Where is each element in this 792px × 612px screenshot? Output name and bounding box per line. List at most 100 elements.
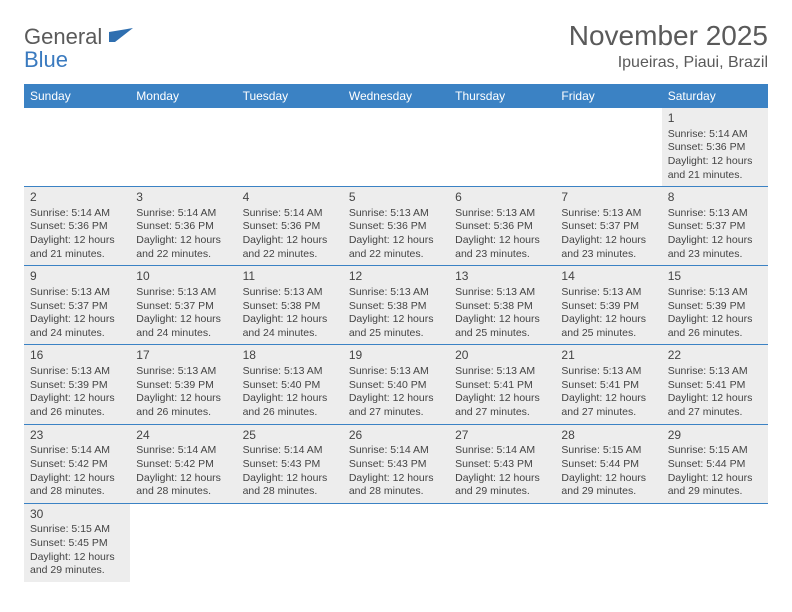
day-number: 2 [30, 190, 124, 206]
day-number: 9 [30, 269, 124, 285]
sunrise-line: Sunrise: 5:14 AM [243, 444, 337, 458]
day-number: 14 [561, 269, 655, 285]
logo-text-block: General Blue [24, 26, 135, 72]
sunrise-line: Sunrise: 5:14 AM [243, 207, 337, 221]
calendar-cell: 16Sunrise: 5:13 AMSunset: 5:39 PMDayligh… [24, 345, 130, 424]
sunrise-line: Sunrise: 5:13 AM [243, 365, 337, 379]
calendar-cell: 25Sunrise: 5:14 AMSunset: 5:43 PMDayligh… [237, 424, 343, 503]
daylight-line: Daylight: 12 hours and 27 minutes. [349, 392, 443, 419]
calendar-cell [237, 108, 343, 187]
col-thursday: Thursday [449, 84, 555, 108]
calendar-cell: 3Sunrise: 5:14 AMSunset: 5:36 PMDaylight… [130, 187, 236, 266]
sunset-line: Sunset: 5:36 PM [349, 220, 443, 234]
day-number: 1 [668, 111, 762, 127]
daylight-line: Daylight: 12 hours and 28 minutes. [30, 472, 124, 499]
sunrise-line: Sunrise: 5:13 AM [668, 365, 762, 379]
day-number: 15 [668, 269, 762, 285]
calendar-week-row: 1Sunrise: 5:14 AMSunset: 5:36 PMDaylight… [24, 108, 768, 187]
calendar-week-row: 23Sunrise: 5:14 AMSunset: 5:42 PMDayligh… [24, 424, 768, 503]
day-number: 23 [30, 428, 124, 444]
calendar-cell: 15Sunrise: 5:13 AMSunset: 5:39 PMDayligh… [662, 266, 768, 345]
calendar-week-row: 30Sunrise: 5:15 AMSunset: 5:45 PMDayligh… [24, 503, 768, 582]
sunrise-line: Sunrise: 5:13 AM [243, 286, 337, 300]
calendar-cell: 29Sunrise: 5:15 AMSunset: 5:44 PMDayligh… [662, 424, 768, 503]
day-number: 8 [668, 190, 762, 206]
sunset-line: Sunset: 5:41 PM [455, 379, 549, 393]
day-number: 30 [30, 507, 124, 523]
calendar-cell: 28Sunrise: 5:15 AMSunset: 5:44 PMDayligh… [555, 424, 661, 503]
calendar-cell: 13Sunrise: 5:13 AMSunset: 5:38 PMDayligh… [449, 266, 555, 345]
sunrise-line: Sunrise: 5:13 AM [349, 365, 443, 379]
sunrise-line: Sunrise: 5:13 AM [455, 207, 549, 221]
daylight-line: Daylight: 12 hours and 25 minutes. [561, 313, 655, 340]
daylight-line: Daylight: 12 hours and 24 minutes. [136, 313, 230, 340]
day-number: 12 [349, 269, 443, 285]
sunrise-line: Sunrise: 5:13 AM [561, 207, 655, 221]
daylight-line: Daylight: 12 hours and 27 minutes. [561, 392, 655, 419]
day-number: 24 [136, 428, 230, 444]
daylight-line: Daylight: 12 hours and 28 minutes. [349, 472, 443, 499]
sunset-line: Sunset: 5:36 PM [455, 220, 549, 234]
col-friday: Friday [555, 84, 661, 108]
page-title: November 2025 [569, 20, 768, 52]
location-subtitle: Ipueiras, Piaui, Brazil [569, 54, 768, 72]
calendar-table: Sunday Monday Tuesday Wednesday Thursday… [24, 84, 768, 582]
sunrise-line: Sunrise: 5:14 AM [136, 444, 230, 458]
sunset-line: Sunset: 5:38 PM [349, 300, 443, 314]
day-number: 26 [349, 428, 443, 444]
daylight-line: Daylight: 12 hours and 23 minutes. [561, 234, 655, 261]
sunset-line: Sunset: 5:42 PM [136, 458, 230, 472]
sunset-line: Sunset: 5:37 PM [136, 300, 230, 314]
sunset-line: Sunset: 5:45 PM [30, 537, 124, 551]
logo-text-general: General [24, 24, 102, 49]
day-number: 16 [30, 348, 124, 364]
day-number: 20 [455, 348, 549, 364]
day-number: 5 [349, 190, 443, 206]
calendar-cell: 22Sunrise: 5:13 AMSunset: 5:41 PMDayligh… [662, 345, 768, 424]
sunrise-line: Sunrise: 5:14 AM [136, 207, 230, 221]
calendar-cell [24, 108, 130, 187]
daylight-line: Daylight: 12 hours and 22 minutes. [349, 234, 443, 261]
sunset-line: Sunset: 5:37 PM [668, 220, 762, 234]
calendar-week-row: 2Sunrise: 5:14 AMSunset: 5:36 PMDaylight… [24, 187, 768, 266]
calendar-cell: 11Sunrise: 5:13 AMSunset: 5:38 PMDayligh… [237, 266, 343, 345]
calendar-cell: 4Sunrise: 5:14 AMSunset: 5:36 PMDaylight… [237, 187, 343, 266]
col-saturday: Saturday [662, 84, 768, 108]
day-number: 13 [455, 269, 549, 285]
sunset-line: Sunset: 5:41 PM [561, 379, 655, 393]
day-number: 22 [668, 348, 762, 364]
sunset-line: Sunset: 5:39 PM [136, 379, 230, 393]
title-block: November 2025 Ipueiras, Piaui, Brazil [569, 20, 768, 72]
sunset-line: Sunset: 5:39 PM [561, 300, 655, 314]
calendar-cell: 27Sunrise: 5:14 AMSunset: 5:43 PMDayligh… [449, 424, 555, 503]
calendar-cell [449, 503, 555, 582]
sunrise-line: Sunrise: 5:14 AM [30, 207, 124, 221]
daylight-line: Daylight: 12 hours and 23 minutes. [455, 234, 549, 261]
calendar-cell: 2Sunrise: 5:14 AMSunset: 5:36 PMDaylight… [24, 187, 130, 266]
calendar-cell: 14Sunrise: 5:13 AMSunset: 5:39 PMDayligh… [555, 266, 661, 345]
calendar-cell [343, 108, 449, 187]
sunset-line: Sunset: 5:40 PM [349, 379, 443, 393]
daylight-line: Daylight: 12 hours and 22 minutes. [243, 234, 337, 261]
sunrise-line: Sunrise: 5:13 AM [349, 207, 443, 221]
day-number: 19 [349, 348, 443, 364]
calendar-week-row: 16Sunrise: 5:13 AMSunset: 5:39 PMDayligh… [24, 345, 768, 424]
sunrise-line: Sunrise: 5:13 AM [668, 207, 762, 221]
daylight-line: Daylight: 12 hours and 26 minutes. [136, 392, 230, 419]
daylight-line: Daylight: 12 hours and 26 minutes. [668, 313, 762, 340]
flag-icon [109, 28, 135, 49]
sunrise-line: Sunrise: 5:14 AM [30, 444, 124, 458]
sunrise-line: Sunrise: 5:13 AM [561, 365, 655, 379]
calendar-cell: 24Sunrise: 5:14 AMSunset: 5:42 PMDayligh… [130, 424, 236, 503]
calendar-header-row: Sunday Monday Tuesday Wednesday Thursday… [24, 84, 768, 108]
sunset-line: Sunset: 5:38 PM [455, 300, 549, 314]
col-tuesday: Tuesday [237, 84, 343, 108]
sunset-line: Sunset: 5:43 PM [243, 458, 337, 472]
sunset-line: Sunset: 5:43 PM [455, 458, 549, 472]
daylight-line: Daylight: 12 hours and 24 minutes. [243, 313, 337, 340]
calendar-cell [343, 503, 449, 582]
daylight-line: Daylight: 12 hours and 22 minutes. [136, 234, 230, 261]
sunset-line: Sunset: 5:40 PM [243, 379, 337, 393]
logo-text-blue: Blue [24, 47, 68, 72]
daylight-line: Daylight: 12 hours and 29 minutes. [455, 472, 549, 499]
